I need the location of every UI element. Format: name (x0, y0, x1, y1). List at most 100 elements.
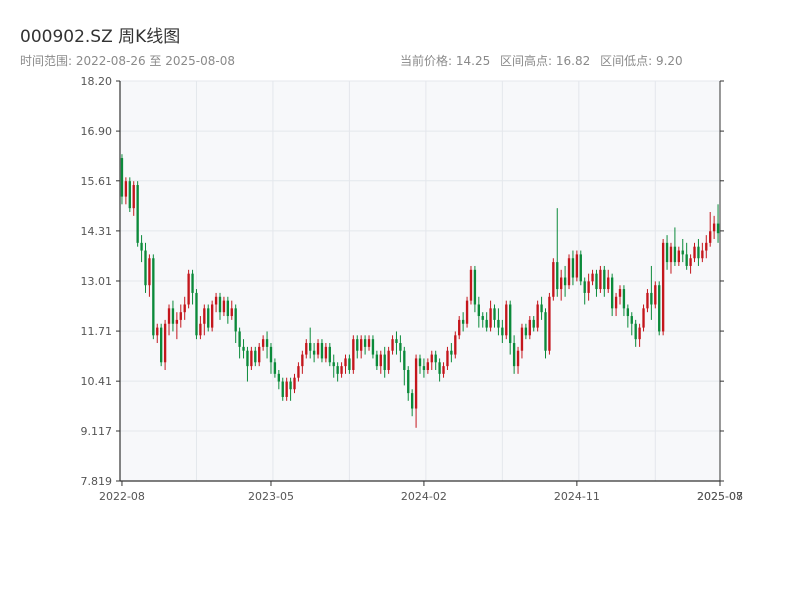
candle-body (540, 304, 543, 313)
candle-body (403, 350, 406, 370)
candle-body (238, 331, 241, 347)
candle-body (132, 185, 135, 209)
candle (348, 354, 351, 374)
candle-body (661, 242, 665, 332)
candle (438, 358, 441, 382)
current-price-label: 当前价格: 14.25 (400, 54, 491, 68)
candle-body (685, 254, 688, 266)
candle (238, 327, 241, 359)
y-tick-label: 7.819 (81, 475, 113, 488)
candle (461, 312, 465, 332)
candle-body (320, 343, 324, 359)
candle (705, 235, 708, 259)
candle (583, 277, 586, 305)
candle (650, 265, 653, 320)
candle-body (532, 319, 535, 328)
candle (442, 362, 445, 378)
candle-body (207, 308, 210, 328)
candle-body (705, 242, 708, 251)
candle (658, 281, 661, 336)
candle (681, 238, 684, 263)
candle (426, 358, 430, 374)
candle-body (234, 308, 237, 332)
candle (395, 331, 398, 355)
candle-body (630, 316, 633, 324)
candle-body (312, 350, 316, 355)
candle-body (395, 339, 398, 344)
candle (363, 335, 367, 355)
candle-body (646, 292, 649, 309)
candle-body (348, 358, 351, 370)
candle-body (567, 258, 571, 286)
x-tick-label: 2025-08 (697, 490, 743, 503)
candle (140, 235, 143, 263)
candle-body (414, 358, 418, 409)
candle-body (242, 346, 245, 351)
candle-body (426, 362, 430, 370)
candle (163, 319, 167, 370)
candle-body (493, 308, 496, 320)
candle-body (505, 304, 508, 336)
candle-body (328, 346, 331, 363)
candle-body (610, 277, 614, 309)
candle-body (179, 312, 182, 320)
candle-body (575, 254, 579, 278)
candle (269, 343, 273, 374)
candle (595, 269, 598, 297)
candle (560, 269, 563, 301)
candle-body (210, 304, 214, 328)
candle (226, 296, 230, 324)
candle-body (556, 262, 559, 290)
candle (324, 343, 328, 363)
candle-body (367, 339, 371, 347)
candle (340, 362, 343, 378)
candle (563, 265, 567, 297)
candle (716, 204, 720, 243)
candle-body (407, 369, 410, 394)
candle-body (332, 362, 335, 367)
candle-body (258, 346, 261, 363)
candle-body (516, 350, 520, 367)
candle (305, 339, 308, 359)
candle (148, 254, 151, 297)
candle-body (379, 354, 382, 367)
candle-body (591, 273, 594, 282)
candle (250, 346, 253, 370)
candle-body (422, 366, 426, 370)
candle (665, 235, 669, 270)
candle (207, 304, 210, 332)
candle (367, 335, 371, 351)
candle (618, 285, 622, 305)
candle-body (563, 277, 567, 286)
candle-body (167, 308, 171, 324)
candle-body (226, 300, 230, 317)
candle-body (473, 269, 477, 305)
candle (285, 377, 288, 401)
range-low-label: 区间低点: 9.20 (600, 54, 683, 68)
candle (654, 281, 657, 309)
candle-body (712, 223, 716, 232)
candle-body (183, 304, 186, 313)
candle-body (614, 296, 618, 309)
candle-body (587, 281, 590, 293)
candle (297, 362, 300, 382)
candle-body (265, 339, 269, 347)
candle (136, 181, 139, 247)
candle (579, 250, 582, 286)
candle (210, 300, 214, 332)
candle-body (548, 296, 551, 351)
candle-body (391, 339, 394, 351)
candle (187, 269, 190, 309)
candle (673, 227, 677, 266)
candle (336, 362, 339, 382)
candle-body (199, 323, 202, 336)
candle (638, 323, 641, 347)
candle-body (218, 296, 222, 313)
candle-body (273, 362, 277, 374)
candle (493, 304, 496, 328)
candle-body (148, 258, 151, 286)
candle-body (579, 254, 582, 282)
candle-body (301, 354, 304, 367)
candle (383, 346, 386, 378)
candle-body (171, 308, 175, 324)
